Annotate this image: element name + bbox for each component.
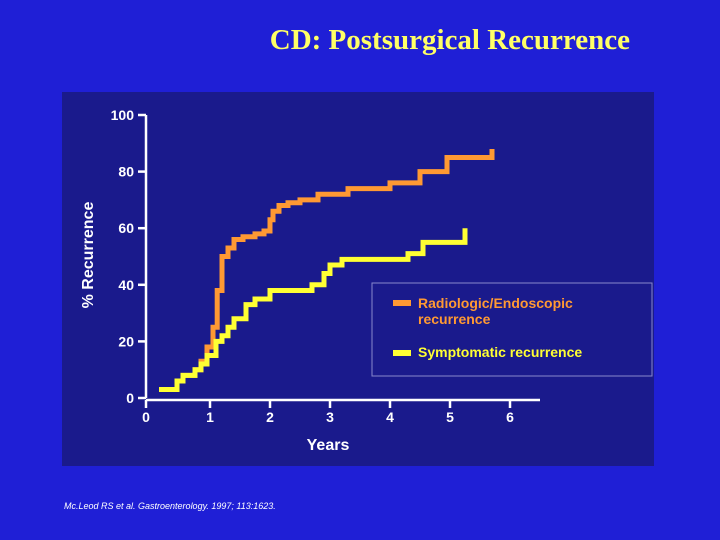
- y-axis-label: % Recurrence: [80, 202, 97, 309]
- tick-labels: 0 20 40 60 80 100 0 1 2 3 4 5 6: [111, 107, 514, 425]
- citation: Mc.Leod RS et al. Gastroenterology. 1997…: [64, 501, 276, 511]
- series-line-0: [159, 148, 495, 393]
- y-tick-label: 0: [126, 390, 134, 406]
- legend-label-line: Radiologic/Endoscopic: [418, 295, 573, 311]
- slide-title: CD: Postsurgical Recurrence: [269, 24, 630, 56]
- series-line-1: [159, 228, 468, 393]
- legend-label-radiologic: Radiologic/Endoscopic recurrence: [418, 295, 573, 327]
- y-tick-label: 40: [118, 277, 134, 293]
- x-axis-label: Years: [307, 437, 350, 454]
- legend: Radiologic/Endoscopic recurrence Symptoma…: [371, 282, 653, 377]
- legend-box: [371, 282, 653, 377]
- y-tick-label: 20: [118, 333, 134, 349]
- legend-label-line: recurrence: [418, 311, 491, 327]
- x-tick-label: 3: [326, 409, 334, 425]
- x-tick-label: 2: [266, 409, 274, 425]
- x-tick-label: 1: [206, 409, 214, 425]
- y-tick-label: 80: [118, 164, 134, 180]
- chart-panel: 0 20 40 60 80 100 0 1 2 3 4 5 6 Years % Recurrence R…: [62, 92, 654, 466]
- y-tick-label: 100: [111, 107, 135, 123]
- x-tick-label: 4: [386, 409, 394, 425]
- y-tick-label: 60: [118, 220, 134, 236]
- x-tick-label: 6: [506, 409, 514, 425]
- axes: [138, 113, 540, 408]
- legend-label-symptomatic: Symptomatic recurrence: [418, 344, 582, 360]
- series-lines: [159, 148, 495, 393]
- recurrence-chart: 0 20 40 60 80 100 0 1 2 3 4 5 6 Years % Recurrence R…: [80, 107, 653, 454]
- x-tick-label: 5: [446, 409, 454, 425]
- x-tick-label: 0: [142, 409, 150, 425]
